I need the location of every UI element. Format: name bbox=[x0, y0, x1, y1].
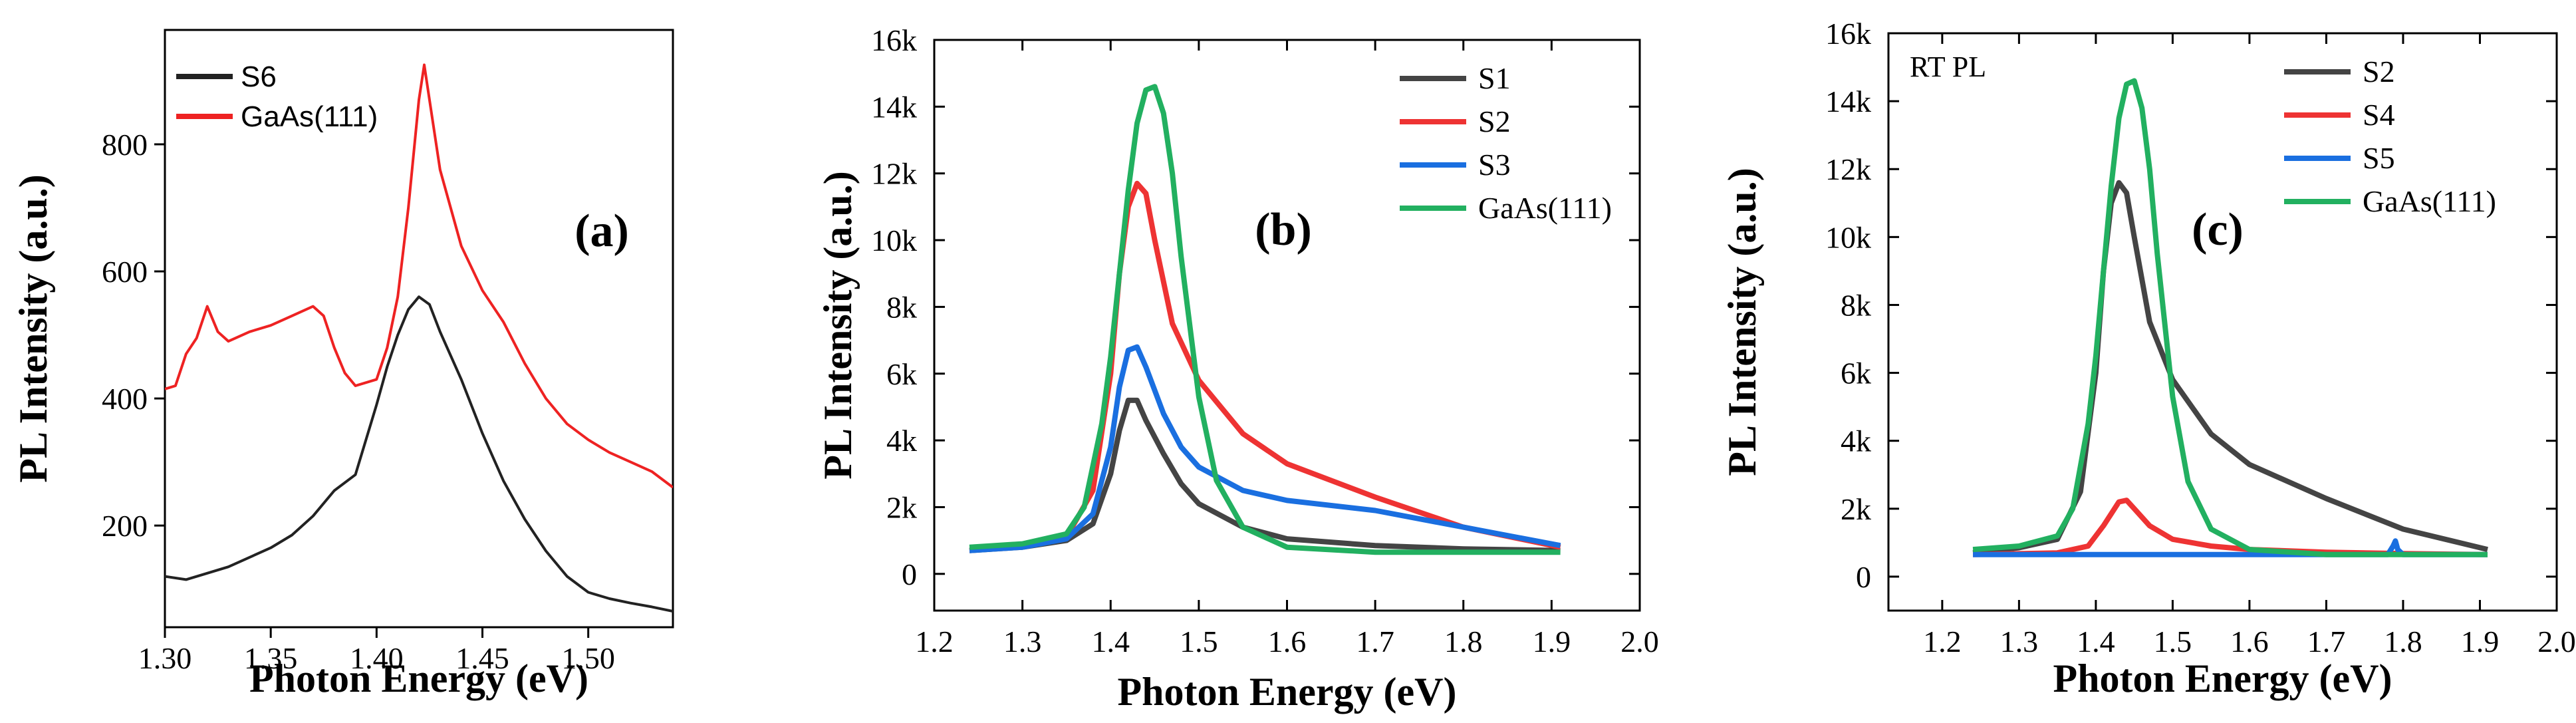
plot-frame-a bbox=[164, 29, 674, 629]
legend-label: GaAs(111) bbox=[1478, 191, 1612, 225]
series-line-gaas-111- bbox=[1972, 78, 2488, 557]
y-tick-label: 10k bbox=[871, 223, 917, 257]
legend-label: S2 bbox=[2363, 55, 2395, 88]
x-tick-label: 1.7 bbox=[1356, 625, 1394, 658]
y-tick-label: 6k bbox=[1841, 357, 1871, 390]
x-tick-label: 1.2 bbox=[915, 625, 954, 658]
y-tick-label: 12k bbox=[1825, 152, 1871, 186]
x-axis-label: Photon Energy (eV) bbox=[2053, 656, 2392, 700]
y-tick-label: 8k bbox=[886, 290, 917, 324]
x-tick-label: 1.45 bbox=[455, 641, 509, 675]
chart-b: 1.2 1.3 1.4 1.5 1.6 1.7 1.8 1.9 2.0 0 2k 4k 6k 8k 10k 1… bbox=[816, 23, 1659, 714]
y-tick-label: 600 bbox=[102, 255, 148, 289]
x-tick-label: 1.3 bbox=[1003, 625, 1042, 658]
y-tick-label: 800 bbox=[102, 128, 148, 162]
legend-label: GaAs(111) bbox=[241, 100, 378, 133]
y-tick-label: 16k bbox=[1825, 17, 1871, 51]
y-tick-label: 8k bbox=[1841, 288, 1871, 322]
y-tick-label: 14k bbox=[871, 90, 917, 124]
y-tick-label: 14k bbox=[1825, 84, 1871, 118]
x-tick-label: 1.9 bbox=[1533, 625, 1571, 658]
panel-label: (c) bbox=[2192, 204, 2244, 255]
y-tick-label: 2k bbox=[1841, 492, 1871, 526]
legend-label: S5 bbox=[2363, 141, 2395, 175]
legend-label: S4 bbox=[2363, 98, 2395, 132]
x-tick-label: 1.40 bbox=[350, 641, 404, 675]
annotation-text: RT PL bbox=[1910, 51, 1986, 83]
x-axis-label: Photon Energy (eV) bbox=[249, 656, 588, 700]
x-tick-label: 1.6 bbox=[1268, 625, 1307, 658]
legend-label: S6 bbox=[241, 61, 277, 93]
chart-c: 1.2 1.3 1.4 1.5 1.6 1.7 1.8 1.9 2.0 0 2k 4k 6k 8k 10k 1… bbox=[1720, 17, 2576, 700]
y-tick-label: 4k bbox=[886, 424, 917, 458]
x-tick-label: 1.6 bbox=[2230, 625, 2269, 658]
chart-a: 1.30 1.35 1.40 1.45 1.50 200 400 600 800 Photon E… bbox=[11, 29, 674, 700]
x-tick-label: 1.9 bbox=[2461, 625, 2500, 658]
x-tick-label: 1.4 bbox=[1092, 625, 1130, 658]
x-tick-label: 1.4 bbox=[2077, 625, 2115, 658]
x-tick-label: 1.5 bbox=[2154, 625, 2192, 658]
legend-label: GaAs(111) bbox=[2363, 184, 2496, 218]
y-tick-label: 16k bbox=[871, 23, 917, 57]
series-line-s3 bbox=[969, 344, 1561, 553]
x-tick-label: 1.35 bbox=[244, 641, 298, 675]
y-tick-label: 6k bbox=[886, 357, 917, 391]
legend-label: S1 bbox=[1478, 61, 1511, 95]
x-tick-label: 1.3 bbox=[2000, 625, 2039, 658]
x-axis-label: Photon Energy (eV) bbox=[1118, 670, 1457, 714]
x-tick-label: 1.8 bbox=[1444, 625, 1483, 658]
y-tick-label: 4k bbox=[1841, 424, 1871, 458]
y-tick-label: 0 bbox=[1856, 560, 1871, 594]
legend-label: S2 bbox=[1478, 104, 1511, 138]
panel-label: (b) bbox=[1255, 204, 1312, 255]
x-tick-label: 1.7 bbox=[2307, 625, 2346, 658]
x-tick-label: 1.5 bbox=[1180, 625, 1218, 658]
series-line-s4 bbox=[1973, 498, 2488, 557]
panel-label: (a) bbox=[575, 206, 629, 257]
y-axis-label: PL Intensity (a.u.) bbox=[11, 174, 55, 482]
x-tick-label: 2.0 bbox=[1620, 625, 1659, 658]
y-axis-label: PL Intensity (a.u.) bbox=[816, 171, 860, 479]
y-tick-label: 0 bbox=[902, 557, 917, 591]
y-tick-label: 400 bbox=[102, 382, 148, 416]
x-tick-label: 2.0 bbox=[2537, 625, 2576, 658]
plot-frame-b bbox=[933, 39, 1641, 612]
y-tick-label: 12k bbox=[871, 157, 917, 191]
series-line-s6 bbox=[165, 295, 673, 613]
y-tick-label: 200 bbox=[102, 509, 148, 543]
y-tick-label: 10k bbox=[1825, 220, 1871, 254]
series-line-gaas-111- bbox=[165, 63, 673, 489]
y-axis-label: PL Intensity (a.u.) bbox=[1720, 168, 1764, 476]
x-tick-label: 1.30 bbox=[138, 641, 192, 675]
series-line-s1 bbox=[969, 397, 1561, 553]
x-tick-label: 1.2 bbox=[1923, 625, 1962, 658]
y-tick-label: 2k bbox=[886, 490, 917, 524]
x-tick-label: 1.8 bbox=[2384, 625, 2422, 658]
series-line-gaas-111- bbox=[969, 84, 1561, 555]
plot-frame-c bbox=[1887, 32, 2558, 612]
x-tick-label: 1.50 bbox=[561, 641, 615, 675]
legend-label: S3 bbox=[1478, 148, 1511, 182]
